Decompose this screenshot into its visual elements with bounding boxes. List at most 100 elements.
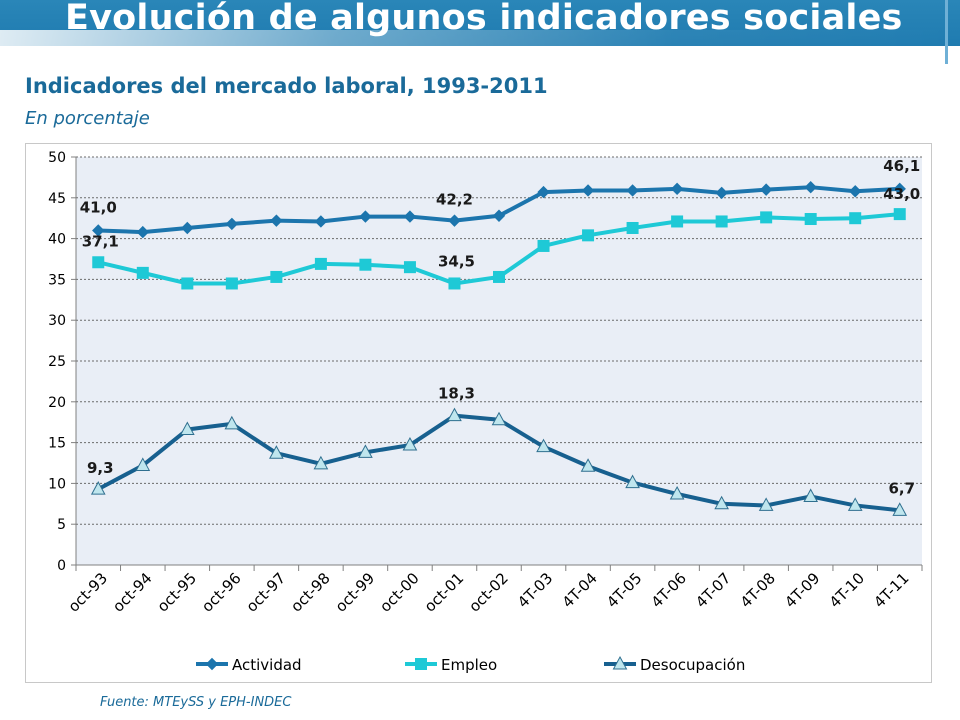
y-tick-label: 25 <box>48 354 66 370</box>
data-point <box>669 485 685 500</box>
data-point <box>760 211 773 224</box>
data-point <box>892 502 908 516</box>
accent-bar-right <box>945 0 948 64</box>
data-label: 42,2 <box>436 191 473 209</box>
data-point <box>537 185 550 199</box>
data-point <box>181 277 194 290</box>
data-label: 43,0 <box>883 185 920 203</box>
x-tick-label: oct-96 <box>198 569 245 616</box>
series-empleo <box>92 208 906 290</box>
data-label: 46,1 <box>883 157 920 175</box>
data-point <box>447 407 462 422</box>
data-point <box>715 215 728 228</box>
legend-marker <box>415 658 427 670</box>
data-point <box>136 266 149 279</box>
data-point <box>358 444 373 458</box>
data-point <box>359 258 372 271</box>
data-point <box>580 458 596 472</box>
data-point <box>537 239 550 252</box>
series-lines <box>90 180 908 516</box>
data-labels: 41,0 42,2 46,1 37,1 34,5 43,0 9,3 18,3 6,7 <box>80 157 920 498</box>
data-point <box>491 411 507 426</box>
data-point <box>847 497 863 511</box>
x-tick-label: oct-98 <box>287 569 334 616</box>
y-tick-label: 5 <box>57 517 66 533</box>
accent-line-top <box>568 50 888 53</box>
data-point <box>270 214 283 227</box>
legend-item-actividad: Actividad <box>196 656 302 674</box>
data-point <box>849 185 862 198</box>
chart-subtitle: En porcentaje <box>25 108 150 129</box>
data-point <box>626 184 639 197</box>
y-tick-label: 0 <box>57 558 66 574</box>
data-label: 9,3 <box>87 459 114 477</box>
data-point <box>92 224 105 237</box>
x-tick-label: 4T-11 <box>870 569 912 611</box>
source-note: Fuente: MTEySS y EPH-INDEC <box>100 695 292 710</box>
data-point <box>403 210 417 223</box>
x-tick-label: oct-97 <box>243 569 290 616</box>
legend-item-empleo: Empleo <box>405 656 497 674</box>
x-tick-label: 4T-06 <box>648 569 690 611</box>
data-point <box>313 455 329 470</box>
legend-label: Empleo <box>441 656 497 674</box>
y-tick-label: 15 <box>48 436 66 452</box>
data-point <box>671 215 684 228</box>
data-point <box>715 186 728 200</box>
series-actividad <box>92 180 906 239</box>
legend-marker <box>205 657 219 671</box>
legend-marker <box>612 655 628 670</box>
legend-label: Actividad <box>232 656 302 674</box>
chart-title: Indicadores del mercado laboral, 1993-20… <box>25 74 548 98</box>
x-tick-label: 4T-07 <box>692 569 734 611</box>
data-point <box>224 415 240 430</box>
data-point <box>225 277 238 290</box>
y-tick-label: 10 <box>48 476 66 492</box>
data-point <box>314 257 327 270</box>
data-label: 41,0 <box>80 198 117 216</box>
y-tick-label: 20 <box>48 395 66 411</box>
y-tick-label: 30 <box>48 313 66 329</box>
data-label: 6,7 <box>888 479 915 497</box>
data-point <box>225 217 239 231</box>
data-point <box>536 438 551 453</box>
gridlines <box>76 156 922 525</box>
data-point <box>493 270 505 283</box>
data-point <box>92 256 105 269</box>
x-tick-label: oct-00 <box>376 569 423 616</box>
data-point <box>314 215 328 228</box>
x-tick-label: oct-99 <box>332 569 379 616</box>
data-label: 37,1 <box>82 232 119 250</box>
x-tick-label: oct-93 <box>65 569 112 616</box>
data-point <box>270 270 283 283</box>
accent-line-bottom <box>568 61 773 63</box>
x-tick-label: oct-02 <box>465 569 512 616</box>
legend: Actividad Empleo Desocupación <box>196 655 745 674</box>
data-point <box>136 225 149 239</box>
data-point <box>804 180 817 194</box>
legend-label: Desocupación <box>640 656 745 674</box>
data-point <box>179 421 195 436</box>
data-point <box>135 457 151 471</box>
data-label: 34,5 <box>438 252 475 270</box>
x-tick-label: 4T-03 <box>514 569 556 611</box>
x-tick-label: oct-95 <box>154 569 201 616</box>
x-tick-label: oct-01 <box>421 569 468 616</box>
data-point <box>714 495 729 510</box>
data-point <box>90 481 106 495</box>
y-tick-label: 50 <box>48 150 66 166</box>
data-point <box>403 261 416 274</box>
data-label: 18,3 <box>438 385 475 403</box>
data-point <box>759 183 773 196</box>
y-tick-label: 40 <box>48 232 66 248</box>
x-tick-label: 4T-04 <box>559 569 601 611</box>
data-point <box>670 182 684 196</box>
data-point <box>626 221 639 234</box>
slide-title: Evolución de algunos indicadores sociale… <box>65 0 903 38</box>
data-point <box>448 214 461 227</box>
data-point <box>625 474 640 489</box>
data-point <box>893 182 906 196</box>
data-point <box>359 210 372 223</box>
data-point <box>269 445 284 459</box>
